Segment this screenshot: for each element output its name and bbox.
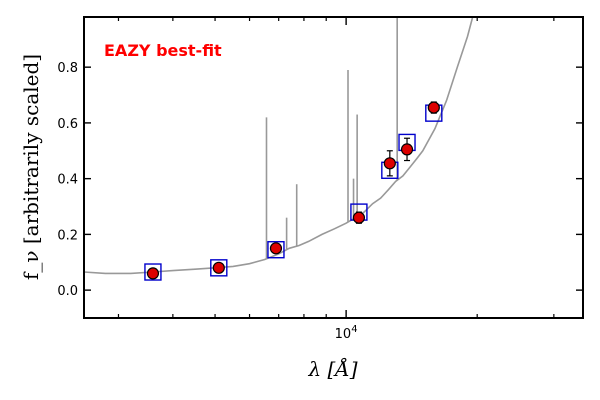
model-sed-layer	[83, 17, 474, 275]
y-tick-label: 0.6	[57, 117, 78, 132]
x-tick-label: 104	[335, 324, 358, 342]
y-tick-label: 0.4	[57, 173, 78, 188]
model-photometry-point	[267, 241, 285, 259]
observed-photometry-point	[146, 267, 160, 280]
model-sed-line	[83, 17, 474, 275]
observed-photometry-point	[427, 101, 440, 114]
model-photometry-point	[210, 259, 228, 277]
y-axis-label: f_ν [arbitrarily scaled]	[19, 54, 43, 280]
observed-photometry-point	[400, 143, 414, 156]
observed-photometry-point	[212, 261, 225, 274]
model-photometry-point	[144, 263, 162, 281]
observed-photometry-point	[383, 157, 396, 170]
y-tick-label: 0.0	[57, 284, 78, 299]
plot-area	[83, 17, 474, 281]
observed-photometry-point	[269, 242, 283, 255]
y-tick-label: 0.2	[57, 228, 78, 243]
plot-frame	[83, 16, 584, 319]
y-tick-label: 0.8	[57, 61, 78, 76]
observed-photometry-point	[352, 211, 366, 224]
x-axis-label: λ [Å]	[307, 356, 357, 381]
annotation-eazy-best-fit: EAZY best-fit	[104, 41, 222, 60]
observed-photometry-layer	[146, 101, 440, 280]
axis-ticks: 0.0 0.2 0.4 0.6 0.8 104	[57, 17, 583, 342]
